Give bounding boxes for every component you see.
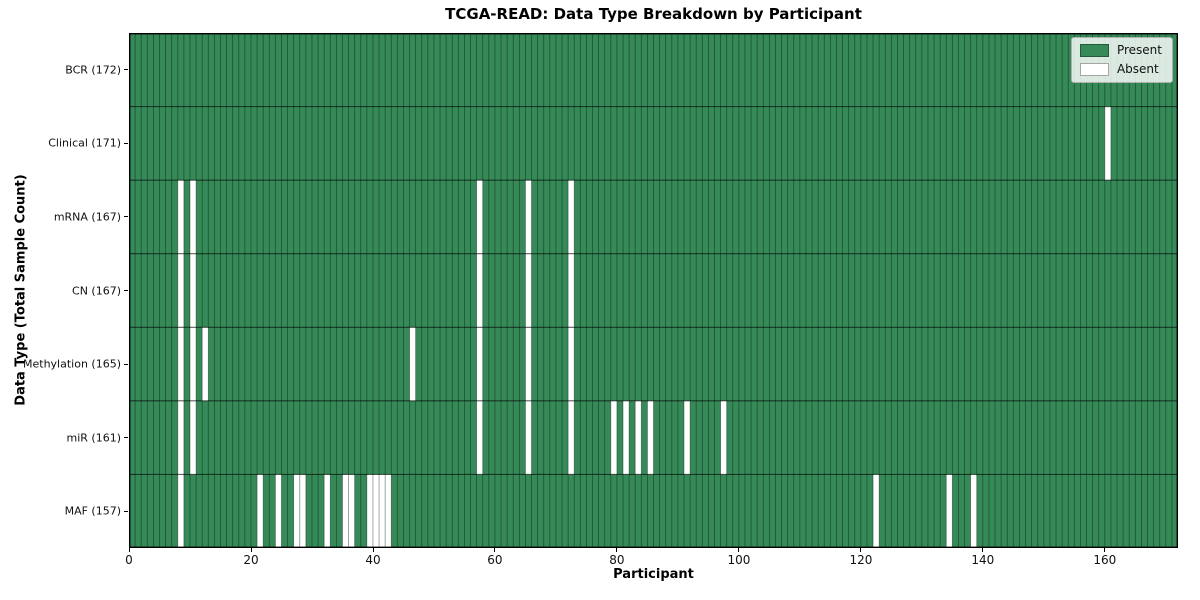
legend: Present Absent	[1070, 37, 1173, 83]
absent-bar	[177, 474, 184, 548]
y-tick-label: CN (167)	[72, 284, 121, 297]
absent-bar	[257, 474, 264, 548]
legend-label-present: Present	[1116, 43, 1162, 57]
x-tick-mark	[616, 548, 618, 552]
absent-bar	[568, 180, 575, 254]
x-tick-mark	[128, 548, 130, 552]
x-tick-label: 120	[849, 553, 873, 567]
absent-bar	[568, 400, 575, 475]
absent-bar	[202, 327, 209, 401]
x-tick-mark	[250, 548, 252, 552]
absent-bar	[189, 327, 197, 401]
x-tick-label: 20	[243, 553, 259, 567]
plot-frame	[129, 33, 1178, 548]
absent-bar	[525, 327, 532, 401]
absent-bar	[177, 253, 184, 328]
x-tick-mark	[372, 548, 374, 552]
absent-bars	[177, 106, 1111, 548]
y-tick-label: Clinical (171)	[48, 136, 121, 150]
y-tick-label: mRNA (167)	[53, 210, 121, 224]
absent-bar	[525, 400, 532, 475]
absent-bar	[525, 180, 532, 254]
x-tick-mark	[1104, 548, 1106, 552]
absent-bar	[348, 474, 355, 548]
legend-swatch-absent	[1079, 63, 1109, 76]
absent-bar	[623, 400, 630, 475]
absent-bar	[372, 474, 380, 548]
x-tick-mark	[738, 548, 740, 552]
column-grid	[134, 33, 1173, 548]
absent-bar	[873, 474, 880, 548]
y-tick-mark	[124, 510, 128, 512]
absent-bar	[293, 474, 300, 548]
x-axis-label: Participant	[613, 567, 694, 582]
absent-bar	[647, 400, 654, 475]
y-tick-mark	[124, 69, 128, 71]
absent-bar	[366, 474, 373, 548]
absent-bar	[177, 327, 184, 401]
absent-bar	[177, 180, 184, 254]
x-tick-label: 140	[971, 553, 995, 567]
absent-bar	[409, 327, 416, 401]
x-tick-label: 80	[609, 553, 625, 567]
legend-label-absent: Absent	[1116, 62, 1159, 76]
x-tick-label: 40	[365, 553, 381, 567]
absent-bar	[299, 474, 306, 548]
y-tick-label: miR (161)	[66, 431, 122, 445]
y-tick-mark	[124, 142, 128, 144]
absent-bar	[476, 400, 483, 475]
row-grid	[129, 106, 1178, 475]
absent-bar	[720, 400, 727, 475]
absent-bar	[946, 474, 953, 548]
absent-bar	[970, 474, 977, 548]
y-tick-label: Methylation (165)	[23, 357, 121, 371]
x-tick-label: 160	[1093, 553, 1117, 567]
legend-swatch-present	[1079, 44, 1109, 57]
absent-bar	[568, 327, 575, 401]
absent-bar	[476, 327, 483, 401]
chart-title: TCGA-READ: Data Type Breakdown by Partic…	[445, 5, 862, 23]
x-tick-mark	[982, 548, 984, 552]
absent-bar	[342, 474, 349, 548]
absent-bar	[635, 400, 642, 475]
x-tick-label: 60	[487, 553, 503, 567]
plot-area: Present Absent	[129, 33, 1178, 548]
y-tick-label: MAF (157)	[64, 504, 121, 518]
absent-bar	[189, 180, 197, 254]
x-tick-label: 100	[727, 553, 751, 567]
absent-bar	[189, 400, 197, 475]
absent-bar	[324, 474, 331, 548]
x-tick-label: 0	[125, 553, 133, 567]
x-tick-mark	[494, 548, 496, 552]
absent-bar	[379, 474, 386, 548]
x-tick-mark	[860, 548, 862, 552]
absent-bar	[525, 253, 532, 328]
absent-bar	[1104, 106, 1111, 181]
absent-bar	[610, 400, 617, 475]
absent-bar	[476, 180, 483, 254]
y-tick-mark	[124, 216, 128, 218]
absent-bar	[476, 253, 483, 328]
absent-bar	[385, 474, 392, 548]
y-tick-mark	[124, 363, 128, 365]
legend-item-absent: Absent	[1079, 62, 1162, 76]
presence-matrix	[129, 33, 1178, 548]
absent-bar	[189, 253, 197, 328]
absent-bar	[275, 474, 282, 548]
legend-item-present: Present	[1079, 43, 1162, 57]
y-tick-mark	[124, 437, 128, 439]
y-tick-label: BCR (172)	[65, 63, 121, 77]
y-tick-mark	[124, 290, 128, 291]
absent-bar	[683, 400, 691, 475]
absent-bar	[568, 253, 575, 328]
absent-bar	[177, 400, 184, 475]
